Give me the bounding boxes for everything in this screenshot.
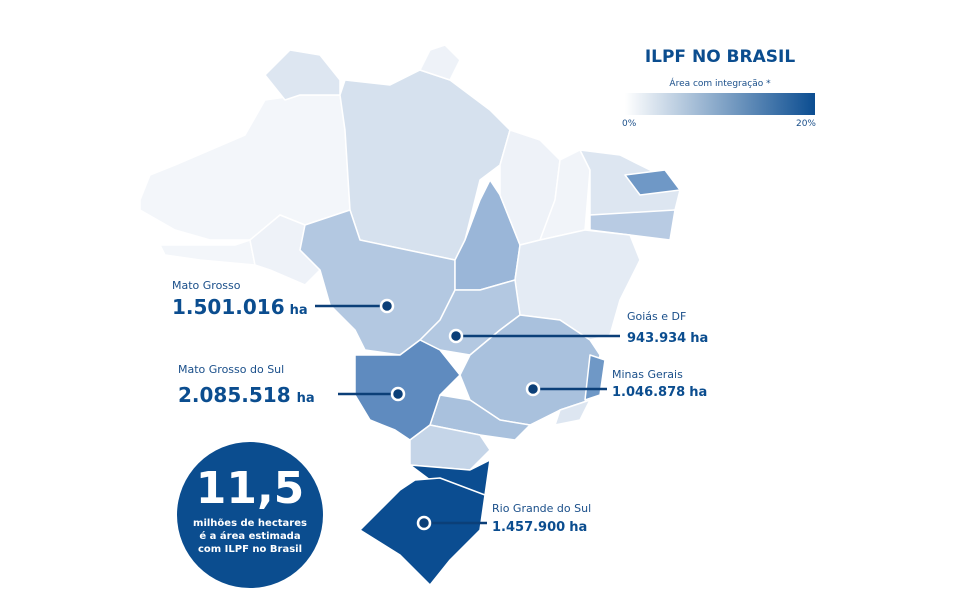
summary-value: 11,5: [196, 463, 305, 514]
map: [139, 44, 681, 586]
callout-name: Mato Grosso do Sul: [178, 363, 284, 376]
label-part: ha: [690, 331, 708, 346]
callout: Rio Grande do Sul 1.457.900 ha: [416, 502, 591, 535]
label-part: ha: [689, 385, 707, 400]
summary-line: com ILPF no Brasil: [198, 544, 302, 555]
callout-value: 1.046.878 ha: [612, 385, 707, 400]
legend-title: ILPF NO BRASIL: [645, 47, 796, 67]
label-part: ha: [569, 520, 587, 535]
label-part: 1.457.900: [492, 520, 565, 535]
scale-min: 0%: [622, 119, 637, 129]
label-part: 1.046.878: [612, 385, 685, 400]
summary-line: milhões de hectares: [193, 518, 307, 529]
callout: Goiás e DF 943.934 ha: [448, 310, 708, 346]
legend-subtitle: Área com integração *: [669, 77, 771, 89]
callout: Mato Grosso do Sul 2.085.518 ha: [178, 363, 406, 407]
label-part: ha: [297, 391, 315, 406]
callout-name: Minas Gerais: [612, 368, 683, 381]
scale-max: 20%: [796, 119, 816, 129]
callout-value: 2.085.518 ha: [178, 383, 315, 407]
summary-line: é a área estimada: [199, 530, 300, 542]
callout: Mato Grosso 1.501.016 ha: [172, 279, 395, 319]
label-part: ha: [290, 303, 308, 318]
callout-value: 943.934 ha: [627, 331, 708, 346]
color-scale: [625, 93, 815, 115]
callout-name: Rio Grande do Sul: [492, 502, 591, 515]
label-part: 943.934: [627, 331, 686, 346]
callout-value: 1.457.900 ha: [492, 520, 587, 535]
callout: Minas Gerais 1.046.878 ha: [525, 368, 707, 400]
label-part: 2.085.518: [178, 383, 291, 407]
callout-name: Goiás e DF: [627, 310, 686, 323]
legend: ILPF NO BRASIL Área com integração * 0% …: [622, 47, 816, 129]
label-part: 1.501.016: [172, 295, 285, 319]
summary-badge: 11,5 milhões de hectares é a área estima…: [177, 442, 323, 588]
callout-value: 1.501.016 ha: [172, 295, 308, 319]
callout-name: Mato Grosso: [172, 279, 241, 292]
